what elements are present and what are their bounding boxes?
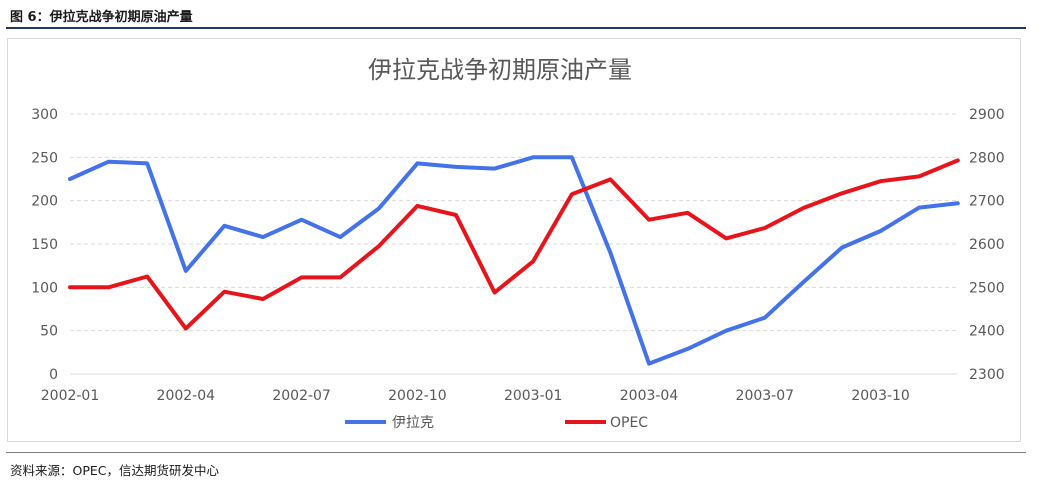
legend-label-opec: OPEC bbox=[610, 415, 648, 431]
bottom-divider bbox=[6, 452, 1026, 453]
chart-title: 伊拉克战争初期原油产量 bbox=[368, 56, 632, 84]
right-axis-ticks: 2300 2400 2500 2600 2700 2800 2900 bbox=[969, 107, 1005, 383]
right-tick-label: 2400 bbox=[969, 324, 1005, 340]
legend-label-iraq: 伊拉克 bbox=[392, 415, 434, 431]
left-tick-label: 250 bbox=[31, 150, 58, 166]
right-tick-label: 2800 bbox=[969, 150, 1005, 166]
left-axis-ticks: 0 50 100 150 200 250 300 bbox=[31, 107, 58, 383]
figure-caption: 图 6：伊拉克战争初期原油产量 bbox=[10, 10, 193, 25]
top-divider bbox=[6, 27, 1026, 29]
x-axis-ticks: 2002-01 2002-04 2002-07 2002-10 2003-01 2003-… bbox=[41, 388, 910, 404]
x-tick-label: 2002-07 bbox=[272, 388, 331, 404]
series-lines bbox=[68, 155, 960, 366]
left-tick-label: 150 bbox=[31, 237, 58, 253]
x-tick-label: 2003-10 bbox=[851, 388, 910, 404]
right-tick-label: 2700 bbox=[969, 194, 1005, 210]
right-tick-label: 2500 bbox=[969, 280, 1005, 296]
left-tick-label: 200 bbox=[31, 194, 58, 210]
left-tick-label: 300 bbox=[31, 107, 58, 123]
x-tick-label: 2002-10 bbox=[388, 388, 447, 404]
x-tick-label: 2002-01 bbox=[41, 388, 100, 404]
x-tick-label: 2003-01 bbox=[504, 388, 563, 404]
right-tick-label: 2300 bbox=[969, 367, 1005, 383]
right-tick-label: 2600 bbox=[969, 237, 1005, 253]
x-tick-label: 2003-07 bbox=[736, 388, 795, 404]
series-line-opec bbox=[68, 158, 960, 331]
left-tick-label: 100 bbox=[31, 280, 58, 296]
legend: 伊拉克 OPEC bbox=[345, 415, 648, 431]
x-tick-label: 2003-04 bbox=[620, 388, 679, 404]
source-note: 资料来源：OPEC，信达期货研发中心 bbox=[10, 463, 220, 478]
series-line-iraq bbox=[68, 155, 960, 366]
x-tick-label: 2002-04 bbox=[157, 388, 216, 404]
left-tick-label: 0 bbox=[49, 367, 58, 383]
left-tick-label: 50 bbox=[40, 324, 58, 340]
gridlines bbox=[70, 113, 957, 332]
right-tick-label: 2900 bbox=[969, 107, 1005, 123]
